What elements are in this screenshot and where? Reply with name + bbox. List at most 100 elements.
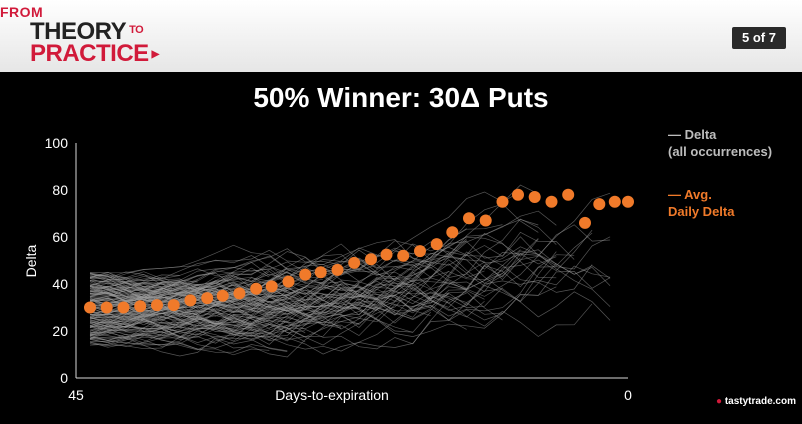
avg-delta-point: [608, 195, 621, 208]
occurrence-line: [89, 254, 575, 350]
occurrence-line: [89, 271, 180, 283]
legend-avg-line2: Daily Delta: [668, 204, 735, 219]
y-axis-label: Delta: [23, 244, 39, 277]
occurrence-line: [89, 272, 216, 298]
legend-avg-line1: — Avg.: [668, 187, 712, 202]
occurrence-line: [89, 320, 288, 346]
occurrence-line: [89, 310, 216, 343]
legend-avg-label: Avg.: [684, 187, 712, 202]
y-tick-label: 40: [52, 276, 68, 292]
occurrence-line: [89, 322, 288, 353]
y-tick-label: 0: [60, 370, 68, 386]
logo-practice-text: PRACTICE: [30, 40, 149, 67]
chart-axes: [75, 143, 628, 379]
tastytrade-logo: ● tastytrade.com: [716, 396, 796, 407]
avg-delta-point: [134, 300, 147, 313]
occurrence-line: [89, 239, 431, 287]
avg-delta-point: [299, 268, 312, 281]
x-axis-label: Days-to-expiration: [275, 387, 389, 403]
occurrence-line: [89, 271, 198, 309]
occurrence-line: [89, 281, 180, 290]
avg-delta-point: [397, 249, 410, 262]
avg-delta-point: [512, 188, 524, 201]
y-tick-label: 100: [45, 135, 69, 151]
occurrence-line: [89, 191, 521, 296]
avg-delta-point: [151, 299, 163, 312]
all-occurrences-lines: [89, 184, 611, 358]
avg-delta-point: [331, 263, 344, 276]
avg-delta-point: [545, 195, 558, 208]
avg-delta-point: [314, 266, 327, 279]
occurrence-line: [89, 288, 593, 340]
occurrence-line: [89, 297, 342, 329]
x-tick-label: 45: [68, 387, 84, 403]
occurrence-line: [89, 297, 144, 312]
logo-theory-text: THEORY: [30, 18, 127, 45]
occurrence-line: [89, 292, 467, 350]
avg-delta-point: [233, 287, 246, 300]
play-arrow-icon: ▶: [151, 49, 160, 60]
avg-delta-point: [365, 253, 377, 266]
page-counter-badge: 5 of 7: [732, 27, 786, 49]
legend-delta-label: Delta: [684, 127, 717, 142]
cherry-icon: ●: [716, 396, 723, 407]
avg-daily-delta-series: [84, 188, 634, 314]
avg-delta-point: [216, 289, 229, 302]
x-tick-label: 0: [624, 387, 632, 403]
avg-delta-point: [184, 294, 197, 307]
occurrence-line: [89, 311, 252, 338]
occurrence-line: [89, 255, 485, 318]
occurrence-line: [89, 312, 306, 335]
avg-delta-point: [593, 198, 606, 211]
logo-from: FROM: [0, 4, 44, 20]
avg-delta-point: [463, 212, 475, 225]
brand-name: tastytrade: [724, 396, 773, 407]
avg-delta-point: [622, 195, 634, 208]
avg-delta-point: [201, 292, 214, 305]
occurrence-line: [89, 332, 270, 356]
occurrence-line: [89, 330, 180, 347]
avg-delta-point: [562, 188, 575, 201]
logo-theory: THEORY TO: [30, 18, 144, 46]
y-tick-label: 20: [52, 323, 68, 339]
brand-suffix: .com: [772, 396, 796, 407]
logo-to: TO: [129, 24, 144, 36]
avg-delta-point: [528, 191, 541, 203]
avg-delta-point: [348, 256, 361, 269]
chart-title: 50% Winner: 30Δ Puts: [253, 82, 549, 113]
header-banner: FROM THEORY TO PRACTICE ▶ 5 of 7: [0, 0, 802, 72]
legend-item-delta: — Delta (all occurrences): [668, 126, 772, 160]
avg-delta-point: [84, 301, 96, 314]
avg-delta-point: [100, 301, 113, 314]
avg-delta-point: [117, 301, 130, 314]
occurrence-line: [89, 284, 557, 337]
y-tick-label: 80: [52, 182, 68, 198]
avg-delta-point: [579, 216, 591, 229]
avg-delta-point: [446, 226, 459, 239]
avg-delta-point: [265, 280, 278, 293]
occurrence-line: [89, 264, 431, 338]
y-tick-label: 60: [52, 229, 68, 245]
avg-delta-point: [167, 299, 180, 312]
avg-delta-point: [479, 214, 492, 227]
occurrence-line: [89, 294, 324, 328]
y-tick-labels: 0 20 40 60 80 100: [45, 135, 69, 386]
avg-delta-point: [496, 195, 509, 208]
avg-delta-point: [430, 238, 443, 251]
occurrence-line: [89, 313, 198, 330]
theory-to-practice-logo: FROM THEORY TO PRACTICE ▶: [0, 0, 200, 72]
legend-delta-line1: — Delta: [668, 127, 717, 142]
occurrence-line: [89, 296, 162, 302]
occurrence-line: [89, 210, 557, 338]
legend-delta-line2: (all occurrences): [668, 144, 773, 159]
occurrence-line: [89, 279, 467, 324]
occurrence-line: [89, 243, 611, 307]
logo-practice: PRACTICE ▶: [30, 40, 159, 68]
legend-item-avg: — Avg. Daily Delta: [668, 186, 734, 220]
avg-delta-point: [250, 282, 263, 295]
avg-delta-point: [380, 248, 393, 261]
avg-delta-point: [414, 245, 426, 258]
avg-delta-point: [282, 275, 295, 288]
